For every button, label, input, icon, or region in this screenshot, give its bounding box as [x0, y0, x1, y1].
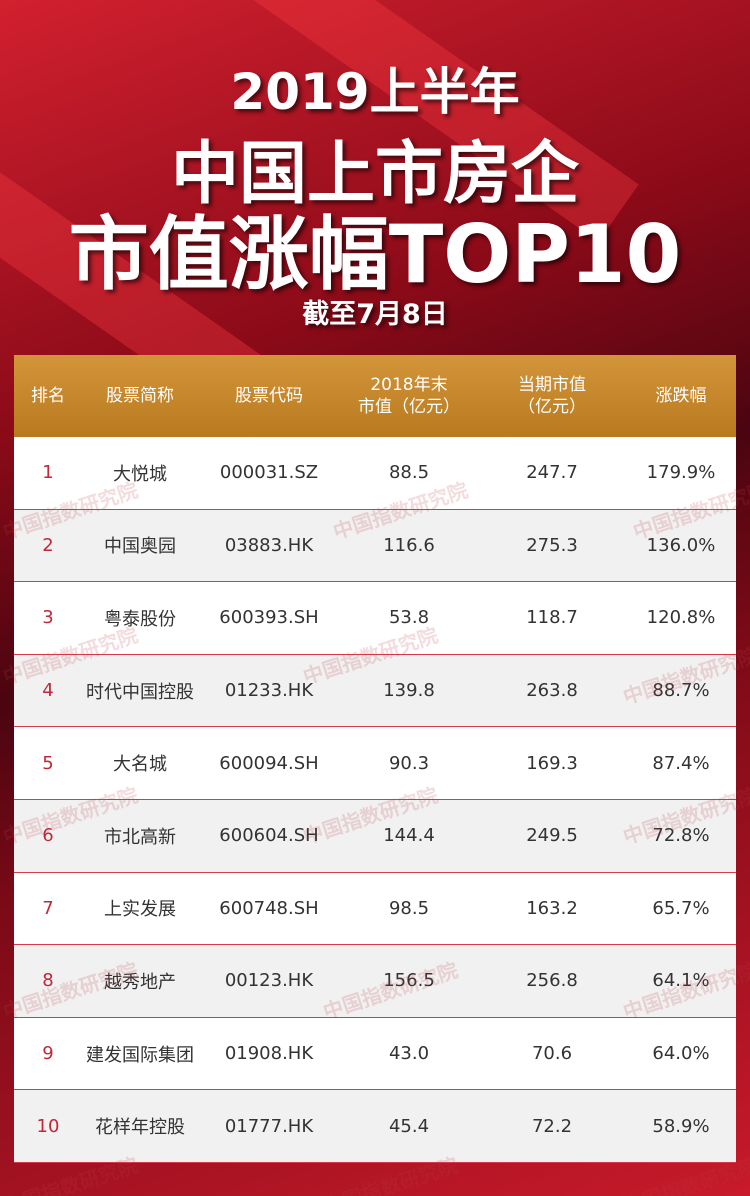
header-text: 股票代码 — [235, 386, 303, 406]
table-cell: 4 — [42, 680, 54, 702]
table-cell: 1 — [42, 462, 54, 484]
table-cell: 600604.SH — [219, 825, 319, 847]
table-cell: 88.7% — [652, 680, 710, 702]
table-cell: 179.9% — [646, 462, 716, 484]
table-row: 3 粤泰股份 600393.SH 53.8 118.7 120.8% — [14, 582, 736, 655]
table-row: 9 建发国际集团 01908.HK 43.0 70.6 64.0% — [14, 1017, 736, 1091]
table-header: 排名 股票简称 股票代码 2018年末 市值（亿元） 当期市值 （亿元） 涨跌幅 — [14, 355, 736, 437]
table-row: 10 花样年控股 01777.HK 45.4 72.2 58.9% — [14, 1090, 736, 1163]
header-cell: 涨跌幅 — [626, 355, 736, 437]
table-cell: 3 — [42, 607, 54, 629]
table-cell: 01233.HK — [224, 680, 314, 702]
table-cell: 7 — [42, 897, 54, 919]
header-text: 涨跌幅 — [655, 386, 707, 406]
subtitle: 截至7月8日 — [302, 299, 448, 330]
table-cell: 88.5 — [388, 462, 430, 484]
table-cell: 600094.SH — [219, 752, 319, 774]
table-body: 1 大悦城 000031.SZ 88.5 247.7 179.9% 2 中国奥园 03883.H… — [14, 437, 736, 1163]
table-cell: 43.0 — [388, 1043, 430, 1065]
table-cell: 03883.HK — [224, 534, 314, 556]
table-cell: 98.5 — [388, 897, 430, 919]
table-cell: 163.2 — [526, 897, 578, 919]
table-cell: 65.7% — [652, 897, 710, 919]
table-cell: 8 — [42, 970, 54, 992]
header-cell: 当期市值 （亿元） — [478, 355, 626, 437]
table-cell: 53.8 — [388, 607, 430, 629]
header-text: 排名 — [31, 386, 65, 406]
table-row: 5 大名城 600094.SH 90.3 169.3 87.4% — [14, 727, 736, 800]
table-cell: 87.4% — [652, 752, 710, 774]
title-line: 市值涨幅TOP10 — [68, 208, 682, 301]
table-cell: 139.8 — [383, 680, 435, 702]
table-cell: 64.0% — [652, 1043, 710, 1065]
table-cell: 花样年控股 — [95, 1117, 185, 1139]
table: 排名 股票简称 股票代码 2018年末 市值（亿元） 当期市值 （亿元） 涨跌幅 1 大悦城 00… — [14, 355, 736, 1163]
table-row: 1 大悦城 000031.SZ 88.5 247.7 179.9% — [14, 437, 736, 510]
table-row: 2 中国奥园 03883.HK 116.6 275.3 136.0% — [14, 509, 736, 583]
table-cell: 粤泰股份 — [104, 608, 176, 630]
table-cell: 9 — [42, 1043, 54, 1065]
header-text: 2018年末 — [370, 375, 448, 395]
table-cell: 116.6 — [383, 534, 435, 556]
table-cell: 01777.HK — [224, 1115, 314, 1137]
table-cell: 136.0% — [646, 534, 716, 556]
table-cell: 5 — [42, 752, 54, 774]
table-cell: 中国奥园 — [104, 536, 176, 558]
table-cell: 上实发展 — [104, 899, 176, 921]
table-cell: 72.2 — [531, 1115, 573, 1137]
table-cell: 6 — [42, 825, 54, 847]
table-cell: 144.4 — [383, 825, 435, 847]
table-cell: 越秀地产 — [104, 971, 176, 993]
table-cell: 64.1% — [652, 970, 710, 992]
table-row: 6 市北高新 600604.SH 144.4 249.5 72.8% — [14, 799, 736, 873]
table-cell: 00123.HK — [224, 970, 314, 992]
table-row: 4 时代中国控股 01233.HK 139.8 263.8 88.7% — [14, 654, 736, 728]
table-cell: 120.8% — [646, 607, 716, 629]
table-cell: 45.4 — [388, 1115, 430, 1137]
table-cell: 247.7 — [526, 462, 578, 484]
table-cell: 58.9% — [652, 1115, 710, 1137]
table-cell: 169.3 — [526, 752, 578, 774]
header-text: 市值（亿元） — [358, 397, 460, 417]
table-cell: 263.8 — [526, 680, 578, 702]
table-cell: 2 — [42, 534, 54, 556]
header-cell: 股票简称 — [82, 355, 198, 437]
title-line: 2019上半年 — [230, 63, 520, 121]
header-cell: 股票代码 — [198, 355, 340, 437]
table-cell: 01908.HK — [224, 1043, 314, 1065]
table-cell: 000031.SZ — [219, 462, 319, 484]
header-cell: 排名 — [14, 355, 82, 437]
table-cell: 70.6 — [531, 1043, 573, 1065]
table-cell: 118.7 — [526, 607, 578, 629]
table-row: 7 上实发展 600748.SH 98.5 163.2 65.7% — [14, 872, 736, 946]
header-text: 股票简称 — [106, 386, 174, 406]
table-cell: 建发国际集团 — [86, 1044, 194, 1066]
header-text: （亿元） — [518, 397, 586, 417]
table-cell: 10 — [36, 1115, 60, 1137]
table-row: 8 越秀地产 00123.HK 156.5 256.8 64.1% — [14, 945, 736, 1018]
table-cell: 大名城 — [113, 754, 167, 776]
table-cell: 90.3 — [388, 752, 430, 774]
table-cell: 600393.SH — [219, 607, 319, 629]
table-cell: 249.5 — [526, 825, 578, 847]
table-cell: 275.3 — [526, 534, 578, 556]
table-cell: 时代中国控股 — [86, 681, 194, 703]
table-cell: 72.8% — [652, 825, 710, 847]
table-cell: 256.8 — [526, 970, 578, 992]
title-line: 中国上市房企 — [170, 135, 579, 214]
header-cell: 2018年末 市值（亿元） — [340, 355, 478, 437]
table-cell: 156.5 — [383, 970, 435, 992]
header-text: 当期市值 — [518, 375, 586, 395]
table-cell: 600748.SH — [219, 897, 319, 919]
table-cell: 大悦城 — [113, 463, 167, 485]
table-cell: 市北高新 — [104, 826, 176, 848]
